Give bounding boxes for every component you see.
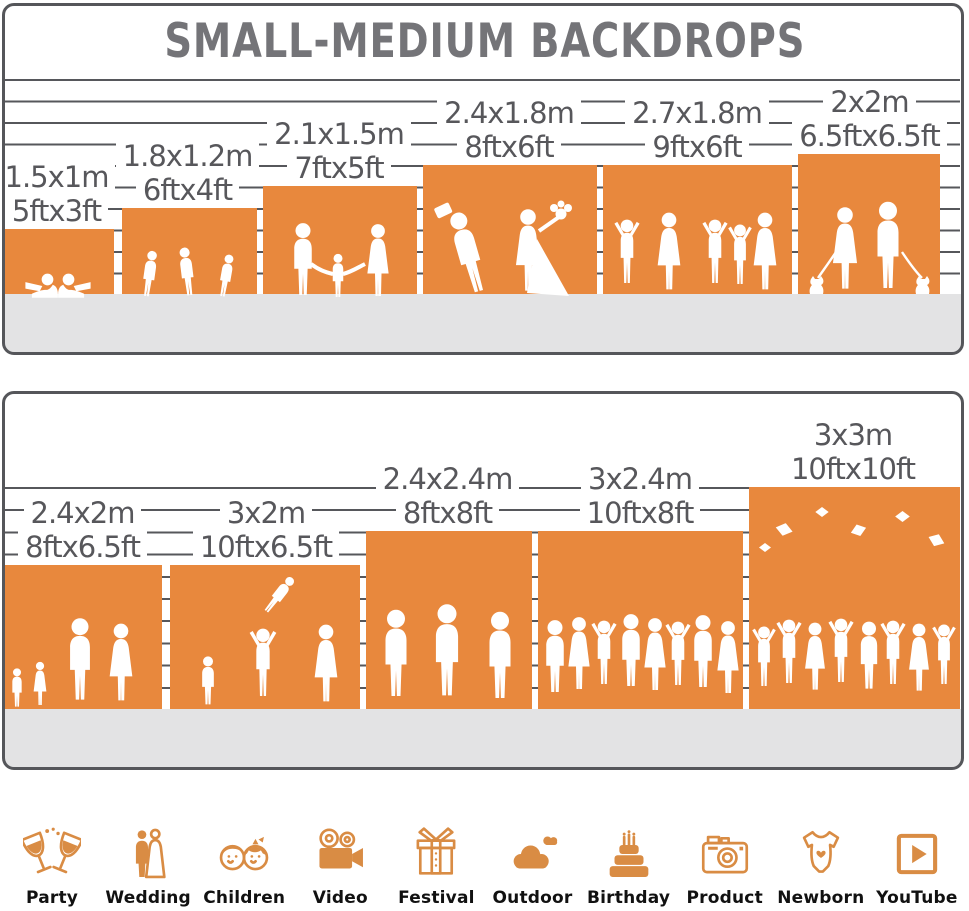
backdrop-size-m: 2x2m xyxy=(823,86,916,119)
backdrop-size-ft: 10ftx8ft xyxy=(579,497,701,530)
birthday-icon xyxy=(609,830,648,877)
party-icon xyxy=(23,827,82,874)
backdrop-label-group: 2x2m 6.5ftx6.5ft xyxy=(772,86,967,154)
category-label: Children xyxy=(203,888,286,908)
outdoor-icon xyxy=(513,836,557,869)
backdrop-6ftx4ft xyxy=(122,208,257,298)
backdrop-size-m: 2.1x1.5m xyxy=(267,118,411,151)
children-running-silhouette xyxy=(140,246,235,298)
category-party: Party xyxy=(4,796,100,908)
backdrop-8ftx6.5ft xyxy=(3,565,162,709)
video-icon xyxy=(319,828,364,869)
backdrop-size-ft: 7ftx5ft xyxy=(287,152,391,185)
category-label: Festival xyxy=(398,888,475,908)
backdrop-size-m: 2.4x2.4m xyxy=(375,463,520,496)
backdrop-5ftx3ft xyxy=(2,229,114,298)
category-row: Party Wedding xyxy=(0,796,969,908)
backdrop-size-ft: 5ftx3ft xyxy=(4,195,109,228)
category-newborn: Newborn xyxy=(773,796,869,908)
page-title: SMALL-MEDIUM BACKDROPS xyxy=(0,14,969,69)
backdrop-label-group: 3x3m 10ftx10ft xyxy=(738,419,968,487)
backdrop-size-m: 1.8x1.2m xyxy=(115,140,260,173)
category-youtube: YouTube xyxy=(869,796,965,908)
backdrop-label-group: 2.4x2.4m 8ftx8ft xyxy=(340,463,555,531)
backdrop-10ftx8ft xyxy=(538,531,743,709)
backdrop-size-ft: 6.5ftx6.5ft xyxy=(792,120,947,153)
backdrop-10ftx10ft xyxy=(749,487,960,709)
group-of-friends-silhouette xyxy=(546,614,739,693)
backdrop-size-ft: 8ftx6.5ft xyxy=(18,531,147,564)
backdrop-9ftx6ft xyxy=(603,165,792,294)
parent-lifting-child-silhouette xyxy=(202,574,338,705)
backdrop-7ftx5ft xyxy=(263,186,417,297)
three-men-silhouette xyxy=(385,604,511,698)
category-label: Product xyxy=(686,888,763,908)
backdrop-label-group: 2.4x1.8m 8ftx6ft xyxy=(403,97,615,165)
backdrop-label-group: 2.7x1.8m 9ftx6ft xyxy=(586,97,808,165)
backdrop-size-ft: 10ftx10ft xyxy=(783,453,923,486)
youtube-icon xyxy=(896,833,938,875)
category-wedding: Wedding xyxy=(100,796,196,908)
category-birthday: Birthday xyxy=(581,796,677,908)
category-label: Outdoor xyxy=(492,888,573,908)
backdrop-label-group: 3x2m 10ftx6.5ft xyxy=(152,497,380,565)
backdrop-label-group: 1.8x1.2m 6ftx4ft xyxy=(100,140,275,208)
backdrop-size-m: 2.4x1.8m xyxy=(437,97,581,130)
category-label: Newborn xyxy=(777,888,865,908)
wedding-couple-silhouette xyxy=(434,200,572,296)
category-label: Party xyxy=(26,888,79,908)
backdrop-size-m: 2.4x2m xyxy=(23,497,142,530)
category-label: Wedding xyxy=(105,888,191,908)
backdrop-size-m: 3x2m xyxy=(219,497,313,530)
category-label: Video xyxy=(312,888,368,908)
backdrop-size-m: 1.5x1m xyxy=(0,161,116,194)
graduation-crowd-silhouette xyxy=(752,507,956,691)
category-outdoor: Outdoor xyxy=(484,796,580,908)
product-icon xyxy=(701,835,748,874)
floor-strip xyxy=(4,294,961,352)
category-festival: Festival xyxy=(388,796,484,908)
kids-reading-silhouette xyxy=(25,273,91,298)
backdrop-6.5ftx6.5ft xyxy=(798,154,940,294)
backdrop-label-group: 2.4x2m 8ftx6.5ft xyxy=(0,497,185,565)
category-product: Product xyxy=(677,796,773,908)
backdrop-size-ft: 8ftx8ft xyxy=(395,497,500,530)
backdrop-8ftx8ft xyxy=(366,531,532,709)
floor-strip xyxy=(4,709,961,767)
festival-icon xyxy=(416,827,456,875)
children-icon xyxy=(219,836,269,871)
category-label: Birthday xyxy=(587,888,671,908)
backdrop-size-ft: 8ftx6ft xyxy=(457,131,561,164)
backdrop-size-ft: 10ftx6.5ft xyxy=(192,531,340,564)
backdrop-8ftx6ft xyxy=(423,165,597,296)
backdrop-size-m: 3x2.4m xyxy=(581,463,699,496)
backdrop-size-ft: 9ftx6ft xyxy=(645,131,749,164)
backdrop-10ftx6.5ft xyxy=(170,565,360,709)
backdrop-size-m: 2.7x1.8m xyxy=(625,97,769,130)
backdrop-label-group: 2.1x1.5m 7ftx5ft xyxy=(243,118,435,186)
backdrop-label-group: 1.5x1m 5ftx3ft xyxy=(0,161,129,229)
backdrop-label-group: 3x2.4m 10ftx8ft xyxy=(516,463,764,531)
couple-with-dogs-silhouette xyxy=(809,201,930,294)
backdrop-size-ft: 6ftx4ft xyxy=(135,174,240,207)
category-label: YouTube xyxy=(876,888,958,908)
family-silhouette xyxy=(294,223,389,297)
wedding-icon xyxy=(136,828,166,879)
dancing-women-silhouette xyxy=(614,212,777,290)
page-title-text: SMALL-MEDIUM BACKDROPS xyxy=(164,14,805,69)
family-of-four-silhouette xyxy=(12,618,133,707)
newborn-icon xyxy=(802,830,840,873)
category-video: Video xyxy=(292,796,388,908)
backdrop-size-m: 3x3m xyxy=(806,419,900,452)
category-children: Children xyxy=(196,796,292,908)
